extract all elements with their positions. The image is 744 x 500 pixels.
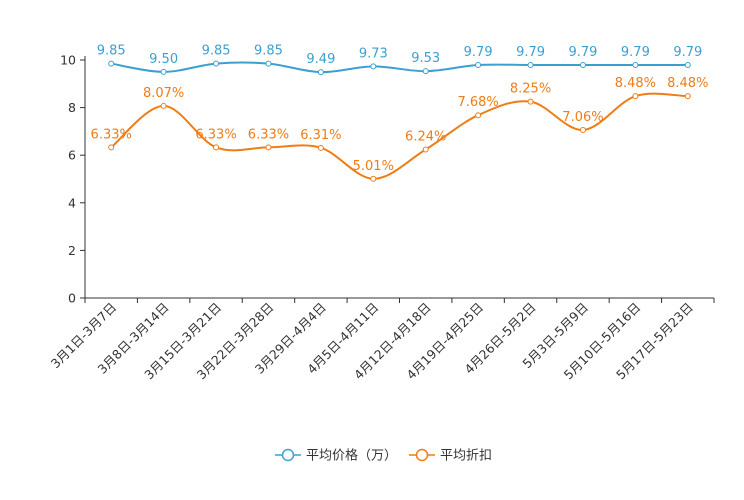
- data-label-0: 9.79: [464, 45, 493, 60]
- data-label-1: 7.06%: [562, 110, 603, 125]
- data-label-0: 9.53: [411, 51, 440, 66]
- data-point-0[interactable]: [370, 63, 377, 70]
- data-label-0: 9.49: [306, 52, 335, 67]
- data-point-1[interactable]: [160, 102, 167, 109]
- legend-item-0[interactable]: 平均价格（万）: [275, 448, 397, 464]
- data-label-1: 6.31%: [300, 128, 341, 143]
- data-point-0[interactable]: [422, 68, 429, 75]
- data-point-0[interactable]: [579, 61, 586, 68]
- data-label-0: 9.79: [621, 45, 650, 60]
- data-label-1: 8.48%: [667, 76, 708, 91]
- data-point-1[interactable]: [684, 93, 691, 100]
- legend-marker-icon: [415, 448, 429, 462]
- data-point-0[interactable]: [632, 61, 639, 68]
- data-point-1[interactable]: [213, 144, 220, 151]
- legend-marker-icon: [281, 448, 295, 462]
- data-point-0[interactable]: [684, 61, 691, 68]
- legend-item-1[interactable]: 平均折扣: [409, 449, 492, 464]
- data-label-1: 8.07%: [143, 86, 184, 101]
- data-point-1[interactable]: [632, 93, 639, 100]
- data-label-1: 6.24%: [405, 129, 446, 144]
- data-point-0[interactable]: [475, 61, 482, 68]
- data-label-1: 6.33%: [91, 127, 132, 142]
- series-line-0: [111, 61, 688, 74]
- axes: 02468103月1日-3月7日3月8日-3月14日3月15日-3月21日3月2…: [48, 53, 715, 382]
- data-point-1[interactable]: [422, 146, 429, 153]
- legend-label: 平均折扣: [440, 449, 492, 464]
- data-label-0: 9.50: [149, 52, 178, 67]
- data-label-0: 9.79: [568, 45, 597, 60]
- y-tick-label: 10: [60, 53, 76, 68]
- y-tick-label: 2: [68, 243, 76, 258]
- y-tick-label: 6: [68, 148, 76, 163]
- y-tick-label: 8: [68, 100, 76, 115]
- data-point-0[interactable]: [265, 60, 272, 67]
- data-label-1: 5.01%: [353, 159, 394, 174]
- data-label-1: 8.25%: [510, 82, 551, 97]
- data-point-1[interactable]: [527, 98, 534, 105]
- data-label-0: 9.79: [516, 45, 545, 60]
- data-point-1[interactable]: [579, 126, 586, 133]
- data-point-0[interactable]: [108, 60, 115, 67]
- data-point-0[interactable]: [527, 61, 534, 68]
- series-line-1: [110, 92, 688, 180]
- data-point-1[interactable]: [317, 144, 324, 151]
- data-label-1: 6.33%: [195, 127, 236, 142]
- data-label-1: 8.48%: [615, 76, 656, 91]
- data-label-0: 9.85: [97, 44, 126, 59]
- data-point-1[interactable]: [370, 175, 377, 182]
- data-label-0: 9.79: [673, 45, 702, 60]
- data-label-1: 6.33%: [248, 127, 289, 142]
- data-point-0[interactable]: [160, 68, 167, 75]
- data-point-0[interactable]: [317, 69, 324, 76]
- data-label-0: 9.85: [254, 44, 283, 59]
- legend: 平均价格（万） 平均折扣: [275, 448, 492, 464]
- y-tick-label: 4: [68, 195, 76, 210]
- data-labels: 9.85 9.50 9.85 9.85 9.49 9.73 9.53 9.79 9.79 9.79…: [91, 44, 709, 174]
- series-layer: [108, 60, 691, 182]
- data-point-0[interactable]: [213, 60, 220, 67]
- data-label-0: 9.73: [359, 46, 388, 61]
- y-tick-label: 0: [68, 291, 76, 306]
- data-point-1[interactable]: [108, 144, 115, 151]
- data-label-0: 9.85: [202, 44, 231, 59]
- data-label-1: 7.68%: [457, 95, 498, 110]
- legend-label: 平均价格（万）: [306, 448, 397, 464]
- data-point-1[interactable]: [265, 144, 272, 151]
- data-point-1[interactable]: [475, 112, 482, 119]
